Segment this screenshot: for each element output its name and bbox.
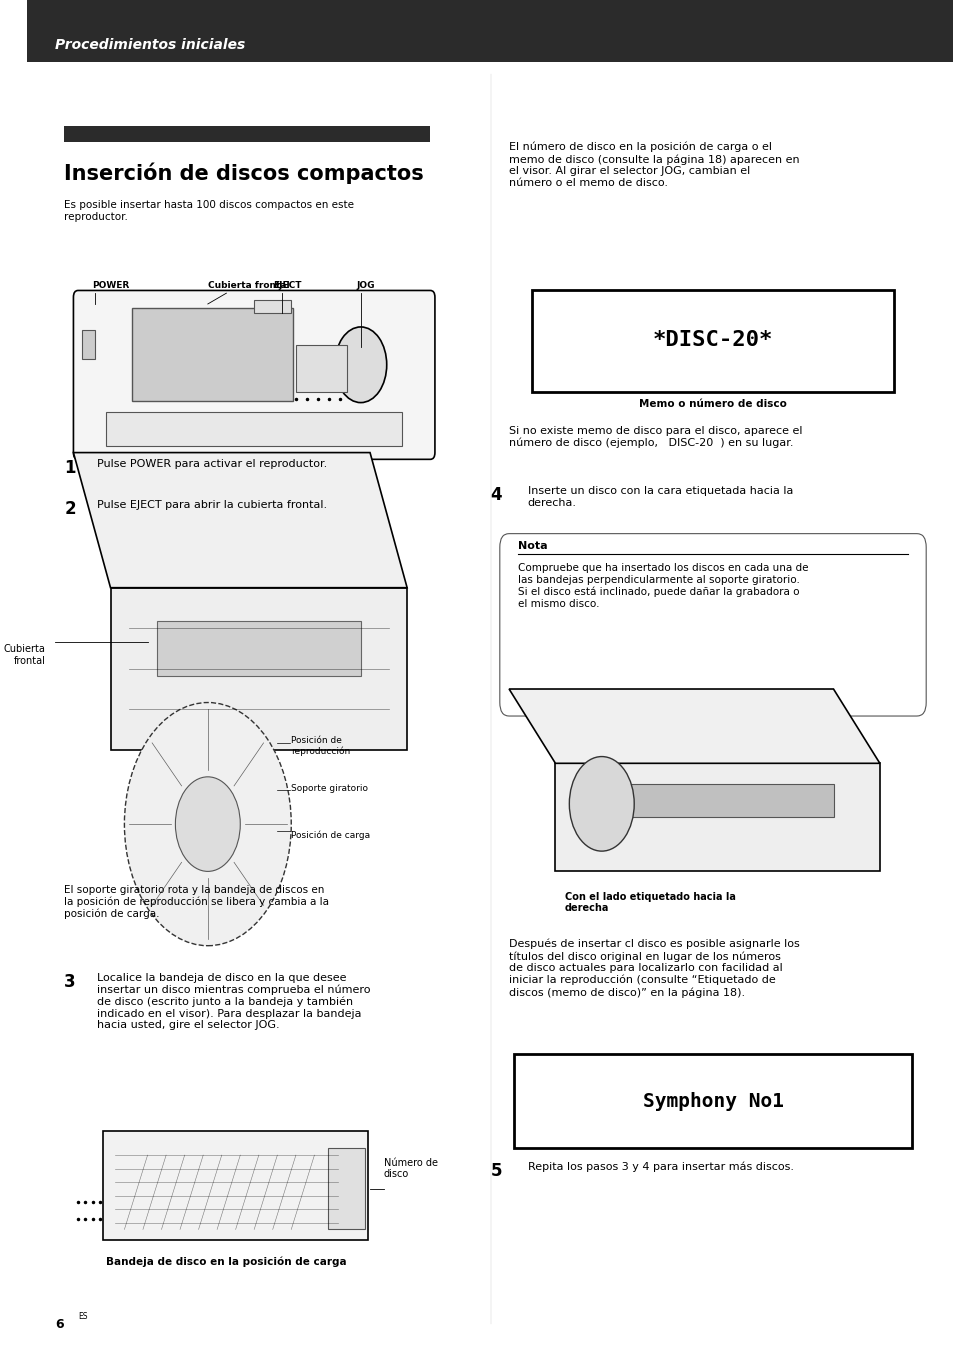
Polygon shape (509, 689, 879, 763)
Text: Es posible insertar hasta 100 discos compactos en este
reproductor.: Es posible insertar hasta 100 discos com… (64, 200, 354, 222)
Text: *DISC-20*: *DISC-20* (652, 331, 772, 350)
FancyBboxPatch shape (532, 290, 893, 392)
Text: 6: 6 (55, 1317, 64, 1331)
FancyBboxPatch shape (513, 1054, 911, 1148)
FancyBboxPatch shape (82, 330, 94, 359)
FancyBboxPatch shape (328, 1148, 365, 1229)
Polygon shape (73, 453, 407, 588)
Text: Pulse EJECT para abrir la cubierta frontal.: Pulse EJECT para abrir la cubierta front… (96, 500, 326, 509)
FancyBboxPatch shape (253, 300, 291, 313)
Text: Cubierta
frontal: Cubierta frontal (4, 644, 46, 666)
Text: Symphony No1: Symphony No1 (641, 1092, 782, 1111)
Text: POWER: POWER (91, 281, 129, 290)
Text: Inserción de discos compactos: Inserción de discos compactos (64, 162, 423, 184)
Text: Con el lado etiquetado hacia la
derecha: Con el lado etiquetado hacia la derecha (564, 892, 735, 913)
Text: Repita los pasos 3 y 4 para insertar más discos.: Repita los pasos 3 y 4 para insertar más… (527, 1162, 793, 1173)
Text: Localice la bandeja de disco en la que desee
insertar un disco mientras comprueb: Localice la bandeja de disco en la que d… (96, 973, 370, 1031)
Circle shape (569, 757, 634, 851)
FancyBboxPatch shape (27, 0, 953, 62)
Text: Nota: Nota (517, 542, 547, 551)
Text: Compruebe que ha insertado los discos en cada una de
las bandejas perpendicularm: Compruebe que ha insertado los discos en… (517, 563, 808, 609)
Circle shape (124, 703, 291, 946)
Text: Posición de
reproducción: Posición de reproducción (291, 736, 350, 757)
Text: Después de insertar cl disco es posible asignarle los
títulos del disco original: Después de insertar cl disco es posible … (509, 939, 799, 997)
Text: Soporte giratorio: Soporte giratorio (291, 784, 368, 793)
Circle shape (175, 777, 240, 871)
Text: Número de
disco: Número de disco (383, 1158, 437, 1179)
FancyBboxPatch shape (601, 784, 833, 817)
Text: Posición de carga: Posición de carga (291, 831, 370, 840)
FancyBboxPatch shape (64, 126, 430, 142)
Text: El soporte giratorio rota y la bandeja de discos en
la posición de reproducción : El soporte giratorio rota y la bandeja d… (64, 885, 329, 919)
Text: ES: ES (78, 1312, 88, 1321)
FancyBboxPatch shape (499, 534, 925, 716)
Text: El número de disco en la posición de carga o el
memo de disco (consulte la págin: El número de disco en la posición de car… (509, 142, 799, 188)
Text: Si no existe memo de disco para el disco, aparece el
número de disco (ejemplo,  : Si no existe memo de disco para el disco… (509, 426, 801, 447)
Text: Inserte un disco con la cara etiquetada hacia la
derecha.: Inserte un disco con la cara etiquetada … (527, 486, 792, 508)
Text: Memo o número de disco: Memo o número de disco (639, 399, 786, 408)
Text: Bandeja de disco en la posición de carga: Bandeja de disco en la posición de carga (106, 1256, 346, 1267)
Text: 3: 3 (64, 973, 75, 990)
Text: EJECT: EJECT (273, 281, 301, 290)
Text: 5: 5 (490, 1162, 501, 1179)
Circle shape (335, 327, 386, 403)
FancyBboxPatch shape (156, 621, 360, 676)
FancyBboxPatch shape (295, 345, 347, 392)
FancyBboxPatch shape (132, 308, 293, 401)
Text: Procedimientos iniciales: Procedimientos iniciales (55, 38, 245, 53)
FancyBboxPatch shape (106, 412, 402, 446)
Polygon shape (555, 763, 879, 871)
Text: 2: 2 (64, 500, 75, 517)
Text: Pulse POWER para activar el reproductor.: Pulse POWER para activar el reproductor. (96, 459, 327, 469)
Text: JOG: JOG (355, 281, 375, 290)
Text: 1: 1 (64, 459, 75, 477)
Polygon shape (111, 588, 407, 750)
Text: Cubierta frontal: Cubierta frontal (208, 281, 289, 290)
FancyBboxPatch shape (103, 1131, 368, 1240)
FancyBboxPatch shape (73, 290, 435, 459)
Text: 4: 4 (490, 486, 501, 504)
